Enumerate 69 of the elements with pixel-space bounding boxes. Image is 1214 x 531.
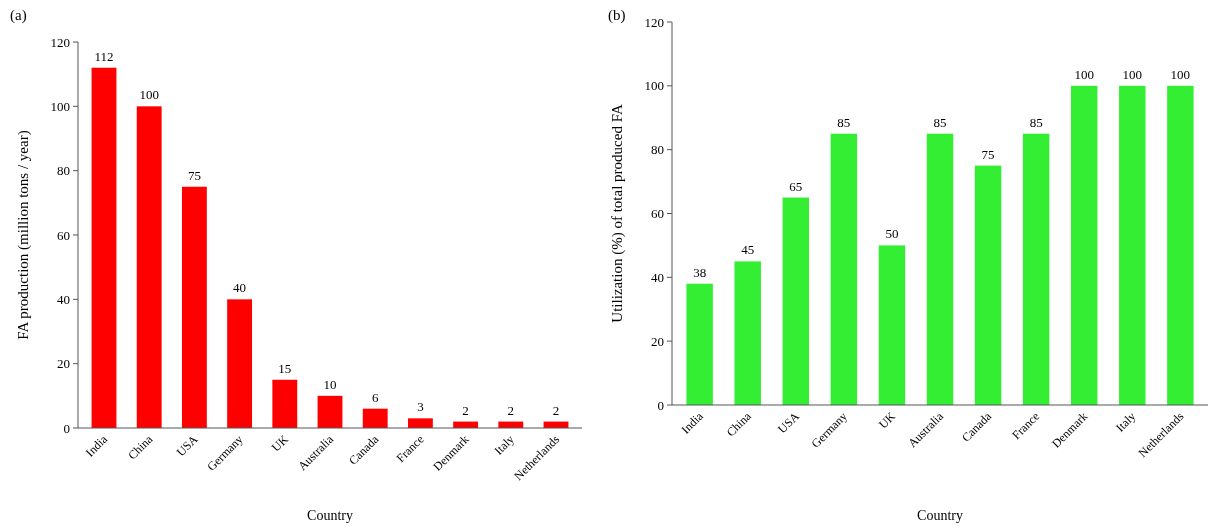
y-axis-title: Utilization (%) of total produced FA (609, 104, 626, 323)
bar (1167, 85, 1194, 405)
data-label: 3 (417, 399, 424, 415)
y-axis-title: FA production (million tons / year) (15, 130, 32, 340)
bar (974, 165, 1002, 405)
data-label: 65 (789, 178, 803, 194)
bar (686, 283, 713, 405)
data-label: 10 (323, 376, 337, 392)
data-label: 75 (187, 167, 201, 183)
bar (272, 379, 298, 428)
y-tick-label: 40 (651, 269, 664, 285)
data-label: 40 (233, 280, 247, 296)
data-label: 2 (552, 402, 560, 418)
data-label: 85 (933, 114, 947, 130)
bar (91, 67, 117, 428)
y-tick-label: 0 (657, 397, 664, 413)
data-label: 38 (693, 264, 707, 280)
bar (1071, 85, 1098, 405)
bar (782, 197, 809, 405)
x-tick-label: Italy (491, 432, 517, 458)
bar (317, 395, 343, 428)
data-label: 100 (139, 87, 159, 103)
x-tick-label: UK (875, 408, 899, 432)
bar (734, 261, 761, 405)
data-label: 100 (1074, 66, 1094, 82)
y-tick-label: 120 (644, 14, 664, 30)
x-tick-label: USA (775, 408, 803, 437)
bar (181, 186, 207, 428)
x-axis-title: Country (307, 508, 353, 523)
bar (926, 133, 954, 405)
y-tick-label: 60 (651, 206, 664, 222)
y-tick-label: 0 (63, 420, 70, 436)
y-tick-label: 120 (50, 34, 70, 50)
data-label: 85 (1029, 114, 1043, 130)
y-tick-label: 20 (57, 356, 70, 372)
y-tick-label: 100 (644, 78, 664, 94)
y-tick-label: 40 (57, 291, 70, 307)
data-label: 100 (1122, 66, 1143, 82)
data-label: 2 (507, 402, 515, 418)
data-label: 15 (278, 360, 292, 376)
data-label: 100 (1170, 66, 1191, 82)
chart-title: (b) (608, 7, 626, 24)
x-tick-label: India (678, 408, 707, 437)
bar (1119, 85, 1146, 405)
data-label: 75 (981, 146, 995, 162)
bar (362, 408, 388, 428)
bar (830, 133, 858, 405)
y-tick-label: 60 (57, 227, 70, 243)
bar (227, 299, 253, 428)
data-label: 45 (741, 242, 755, 258)
x-tick-label: India (82, 431, 111, 460)
y-tick-label: 20 (651, 333, 664, 349)
bar (1022, 133, 1050, 405)
data-label: 50 (885, 226, 899, 242)
y-tick-label: 80 (651, 142, 664, 158)
y-tick-label: 100 (50, 98, 70, 114)
y-tick-label: 80 (57, 163, 70, 179)
x-axis-title: Country (917, 508, 963, 523)
bar (407, 418, 433, 428)
data-label: 2 (462, 402, 469, 418)
x-tick-label: Italy (1112, 409, 1139, 435)
x-tick-label: UK (268, 431, 292, 455)
bar (136, 106, 162, 428)
x-tick-label: USA (173, 431, 201, 460)
data-label: 6 (371, 389, 379, 405)
data-label: 112 (94, 48, 114, 64)
data-label: 85 (837, 114, 851, 130)
chart-title: (a) (10, 7, 27, 24)
bar (878, 245, 906, 405)
